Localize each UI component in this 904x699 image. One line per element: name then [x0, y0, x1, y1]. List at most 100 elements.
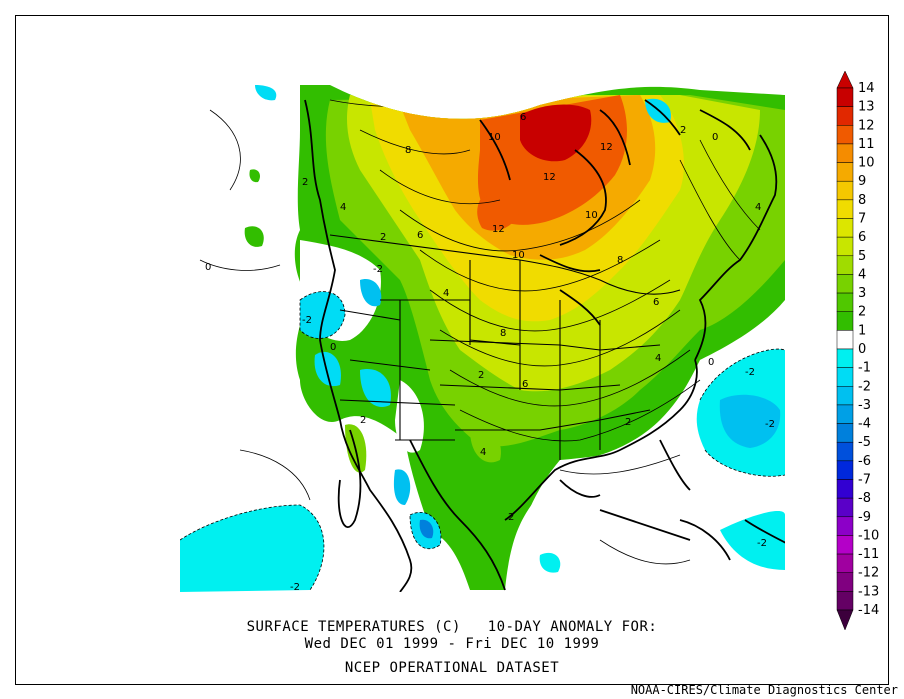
contour-label: 6 [417, 230, 423, 241]
colorbar-level-label: -9 [858, 510, 871, 525]
colorbar-level-label: 6 [858, 230, 866, 245]
contour-label: 2 [478, 370, 484, 381]
contour-label: 2 [680, 125, 686, 136]
contour-label: 8 [405, 145, 411, 156]
contour-label: 2 [508, 512, 514, 523]
colorbar-level-label: 3 [858, 286, 866, 301]
contour-label: 10 [512, 250, 525, 261]
contour-label: 0 [708, 357, 714, 368]
contour-label: 12 [600, 142, 613, 153]
contour-label: 12 [543, 172, 556, 183]
colorbar-swatch [836, 404, 854, 424]
contour-label: 2 [625, 417, 631, 428]
contour-label: 4 [340, 202, 346, 213]
colorbar-level-label: -4 [858, 417, 871, 432]
colorbar-level-label: -10 [858, 528, 879, 543]
contour-label: 4 [755, 202, 761, 213]
colorbar: 14131211109876543210-1-2-3-4-5-6-7-8-9-1… [836, 70, 879, 631]
colorbar-level-label: 12 [858, 118, 875, 133]
colorbar-swatch [836, 497, 854, 518]
colorbar-level-label: 1 [858, 323, 866, 338]
colorbar-level-label: 2 [858, 305, 866, 320]
contour-label: -2 [373, 264, 383, 275]
colorbar-level-label: -3 [858, 398, 871, 413]
title-line-2: Wed DEC 01 1999 - Fri DEC 10 1999 [304, 636, 600, 652]
contour-label: 2 [380, 232, 386, 243]
colorbar-swatch [836, 218, 854, 238]
colorbar-swatch [836, 255, 854, 275]
title-line-1: SURFACE TEMPERATURES (C) 10-DAY ANOMALY … [246, 619, 658, 635]
contour-label: 12 [492, 224, 505, 235]
colorbar-swatch [836, 125, 854, 145]
colorbar-swatch [836, 106, 854, 126]
contour-label: -2 [765, 419, 775, 430]
colorbar-level-label: -5 [858, 435, 871, 450]
title-line-3: NCEP OPERATIONAL DATASET [344, 660, 560, 676]
colorbar-swatch [836, 516, 854, 536]
contour-label: 8 [500, 328, 506, 339]
colorbar-swatch [836, 274, 854, 294]
colorbar-swatch [836, 311, 854, 331]
contour-labels: 10 12 8 10 12 10 8 12 2 4 6 8 2 4 6 4 2 4 6 2 -2 0 -2 0 2 -2 -2 -2 0… [205, 112, 775, 593]
anomaly-13-region [520, 104, 592, 162]
coastlines [304, 99, 785, 592]
credit-text: NOAA-CIRES/Climate Diagnostics Center [630, 683, 898, 697]
colorbar-level-label: 9 [858, 174, 866, 189]
contour-label: 0 [330, 342, 336, 353]
colorbar-level-label: 8 [858, 193, 866, 208]
colorbar-swatch [836, 441, 854, 462]
map-region [180, 85, 785, 592]
contour-label: 8 [617, 255, 623, 266]
colorbar-level-label: -14 [858, 603, 879, 618]
colorbar-level-label: 13 [858, 100, 875, 115]
contour-lines [199, 99, 761, 565]
contour-label: -2 [745, 367, 755, 378]
colorbar-swatch [836, 479, 854, 499]
colorbar-swatch [836, 591, 854, 611]
contour-label: 2 [302, 177, 308, 188]
colorbar-swatch [836, 143, 854, 163]
colorbar-swatch [836, 460, 854, 480]
colorbar-level-label: -1 [858, 361, 871, 376]
colorbar-level-label: 7 [858, 212, 866, 227]
colorbar-level-label: 5 [858, 249, 866, 264]
colorbar-top-arrow [836, 70, 854, 89]
colorbar-level-label: -7 [858, 473, 871, 488]
colorbar-swatch [836, 180, 854, 201]
colorbar-swatch [836, 292, 854, 312]
colorbar-swatch [836, 535, 854, 555]
contour-label: 10 [488, 132, 501, 143]
contour-label: 6 [522, 379, 528, 390]
contour-label: 4 [655, 353, 661, 364]
colorbar-swatch [836, 236, 854, 257]
contour-label: 0 [712, 132, 718, 143]
contour-label: 4 [480, 447, 486, 458]
contour-label: -2 [757, 538, 767, 549]
plot-frame [15, 15, 889, 685]
colorbar-level-label: 11 [858, 137, 875, 152]
anomaly-minus1-pacific [180, 505, 324, 592]
contour-label: 4 [443, 288, 449, 299]
colorbar-swatch [836, 423, 854, 443]
contour-label: 0 [205, 262, 211, 273]
colorbar-swatch [836, 162, 854, 182]
colorbar-level-label: 10 [858, 156, 875, 171]
colorbar-swatch [836, 553, 854, 573]
colorbar-level-label: -12 [858, 566, 879, 581]
colorbar-level-label: -6 [858, 454, 871, 469]
contour-label: -2 [290, 582, 300, 593]
colorbar-level-label: -2 [858, 379, 871, 394]
colorbar-level-label: -8 [858, 491, 871, 506]
colorbar-level-label: -11 [858, 547, 879, 562]
colorbar-swatch [836, 386, 854, 406]
colorbar-level-label: 4 [858, 267, 866, 282]
colorbar-swatch [836, 330, 854, 350]
colorbar-level-label: -13 [858, 584, 879, 599]
contour-label: 2 [360, 415, 366, 426]
colorbar-swatch [836, 572, 854, 592]
colorbar-swatch [836, 87, 854, 107]
colorbar-level-label: 14 [858, 81, 875, 96]
contour-label: 10 [585, 210, 598, 221]
contour-label: 6 [653, 297, 659, 308]
contour-label: -2 [302, 315, 312, 326]
